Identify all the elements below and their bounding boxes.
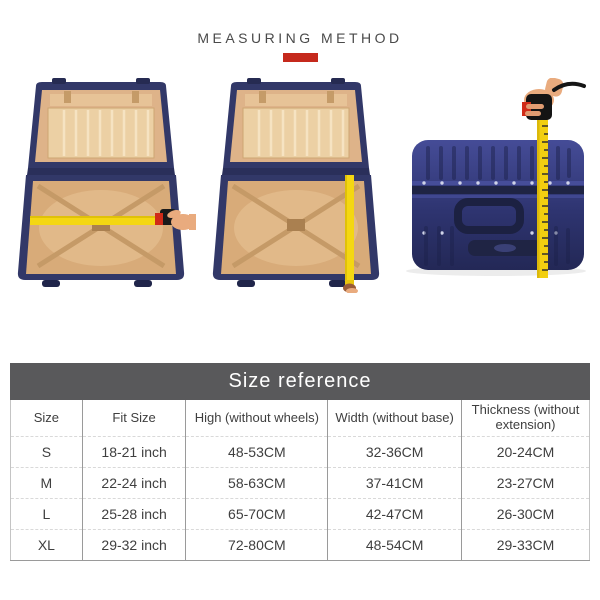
table-row-m: M 22-24 inch 58-63CM 37-41CM 23-27CM xyxy=(10,467,590,499)
open-suitcase-width-tape-icon xyxy=(6,78,199,293)
cell-width: 32-36CM xyxy=(327,436,462,468)
cell-size: L xyxy=(10,498,83,530)
cell-thickness: 23-27CM xyxy=(461,467,590,499)
cell-fit-size: 25-28 inch xyxy=(81,498,186,530)
cell-thickness: 20-24CM xyxy=(461,436,590,468)
open-suitcase-depth-tape-icon xyxy=(201,78,391,294)
cell-fit-size: 18-21 inch xyxy=(81,436,186,468)
suitcase-handle xyxy=(454,198,524,234)
table-header-row: Size Fit Size High (without wheels) Widt… xyxy=(10,400,590,437)
cell-high: 48-53CM xyxy=(185,436,328,468)
closed-suitcase-height-tape-icon xyxy=(406,77,586,278)
cell-fit-size: 22-24 inch xyxy=(81,467,186,499)
size-reference-title: Size reference xyxy=(10,363,590,400)
col-header-width: Width (without base) xyxy=(327,400,462,437)
closed-suitcase xyxy=(412,140,584,270)
col-header-thickness: Thickness (without extension) xyxy=(461,400,590,437)
cell-thickness: 29-33CM xyxy=(461,529,590,561)
table-row-l: L 25-28 inch 65-70CM 42-47CM 26-30CM xyxy=(10,498,590,530)
cell-size: XL xyxy=(37,537,55,553)
cell-width: 48-54CM xyxy=(327,529,462,561)
header: MEASURING METHOD xyxy=(0,0,600,62)
size-reference-section: Size reference Size Fit Size High (witho… xyxy=(10,363,590,561)
cell-width: 37-41CM xyxy=(327,467,462,499)
table-row-s: S 18-21 inch 48-53CM 32-36CM 20-24CM xyxy=(10,436,590,468)
size-reference-table: Size Fit Size High (without wheels) Widt… xyxy=(10,400,590,561)
tape-measure-strap xyxy=(552,81,586,92)
measuring-illustrations xyxy=(6,77,596,294)
table-row-xl: XL 29-32 inch 72-80CM 48-54CM 29-33CM xyxy=(11,529,590,561)
cell-fit-size: 29-32 inch xyxy=(81,529,186,561)
vertical-tape xyxy=(537,118,548,278)
page-title: MEASURING METHOD xyxy=(197,30,403,46)
cell-thickness: 26-30CM xyxy=(461,498,590,530)
horizontal-tape xyxy=(30,216,164,225)
cell-high: 72-80CM xyxy=(185,529,328,561)
hand-with-tape-measure xyxy=(522,77,586,120)
cell-high: 65-70CM xyxy=(185,498,328,530)
cell-size: M xyxy=(10,467,83,499)
figure-measure-depth xyxy=(201,78,391,294)
cell-width: 42-47CM xyxy=(327,498,462,530)
vertical-tape xyxy=(345,175,354,285)
col-header-fit-size: Fit Size xyxy=(81,400,186,437)
title-underline xyxy=(282,53,318,62)
hand-holding-tape-end xyxy=(343,283,358,294)
hand-with-tape-measure xyxy=(155,209,199,230)
figure-measure-width xyxy=(6,78,199,293)
col-header-high: High (without wheels) xyxy=(185,400,328,437)
cell-high: 58-63CM xyxy=(185,467,328,499)
col-header-size: Size xyxy=(10,400,83,437)
cell-size: S xyxy=(10,436,83,468)
figure-measure-height xyxy=(396,77,596,293)
